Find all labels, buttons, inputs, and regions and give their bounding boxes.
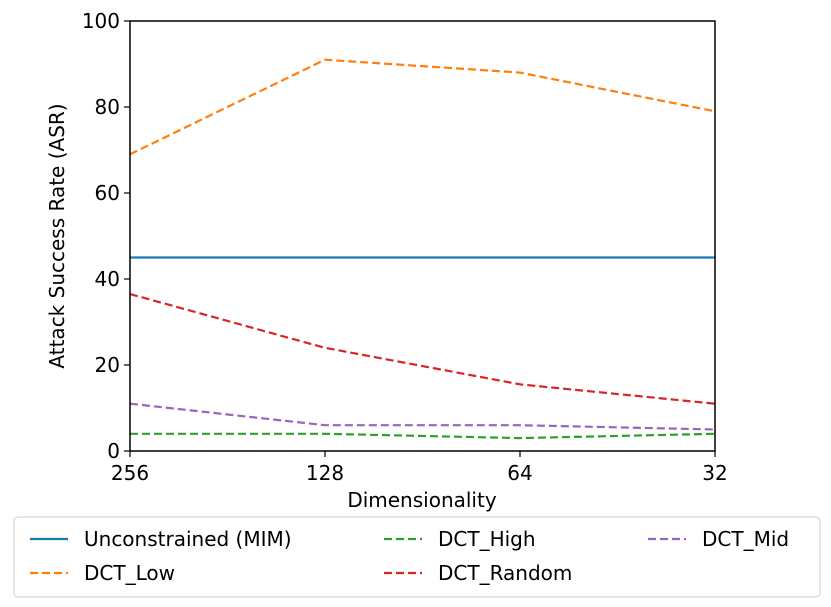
x-axis-ticks: 256 128 64 32 xyxy=(111,451,728,485)
y-tick-label: 0 xyxy=(107,439,120,463)
x-tick-label: 256 xyxy=(111,461,149,485)
legend-label-unconstrained-mim: Unconstrained (MIM) xyxy=(84,527,292,551)
legend-label-dct-random: DCT_Random xyxy=(438,561,572,585)
y-tick-label: 100 xyxy=(82,9,120,33)
series-line-dct-mid xyxy=(129,402,716,431)
legend-label-dct-mid: DCT_Mid xyxy=(702,527,789,551)
x-tick-label: 32 xyxy=(702,461,727,485)
legend: Unconstrained (MIM) DCT_Low DCT_High DCT_Ra… xyxy=(13,516,821,598)
series-line-dct-random xyxy=(129,292,716,405)
y-axis-label: Attack Success Rate (ASR) xyxy=(45,103,69,368)
y-tick-label: 20 xyxy=(95,353,120,377)
legend-frame xyxy=(13,516,821,598)
series-line-dct-low xyxy=(129,58,716,156)
x-tick-label: 64 xyxy=(507,461,532,485)
y-axis-ticks: 0 20 40 60 80 100 xyxy=(82,9,130,463)
plot-frame xyxy=(129,20,716,452)
legend-items: Unconstrained (MIM) DCT_Low DCT_High DCT_Ra… xyxy=(30,527,789,585)
legend-label-dct-high: DCT_High xyxy=(438,527,536,551)
y-tick-label: 60 xyxy=(95,181,120,205)
y-tick-label: 40 xyxy=(95,267,120,291)
legend-label-dct-low: DCT_Low xyxy=(84,561,175,585)
y-tick-label: 80 xyxy=(95,95,120,119)
series-layer xyxy=(129,58,716,440)
x-tick-label: 128 xyxy=(306,461,344,485)
x-axis-label: Dimensionality xyxy=(347,488,497,512)
series-line-dct-high xyxy=(130,432,716,440)
